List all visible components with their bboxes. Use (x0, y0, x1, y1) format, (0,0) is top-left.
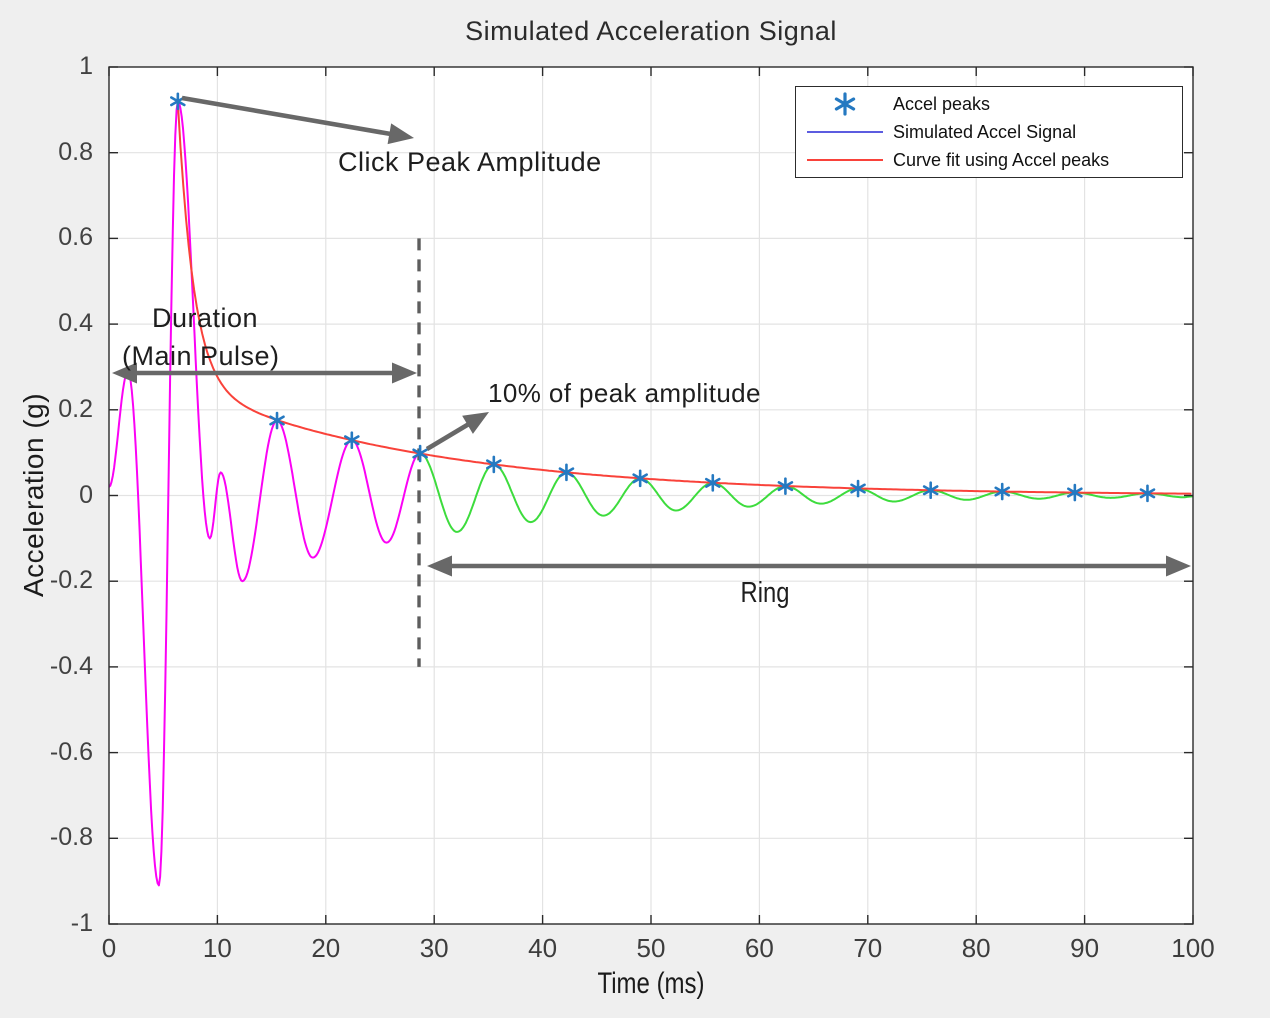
y-tick-label: 0 (79, 480, 93, 509)
x-tick-label: 10 (202, 933, 232, 963)
chart-title: Simulated Acceleration Signal (465, 16, 837, 46)
curve-fit-line-sample (806, 159, 883, 161)
curve-fit-path (176, 101, 1192, 495)
accel-peak-marker[interactable] (1139, 484, 1156, 503)
arrow-ten-percent (425, 412, 489, 451)
annotation-duration-line2: (Main Pulse) (122, 341, 280, 371)
x-tick-label: 60 (744, 933, 774, 963)
annotation-duration-line1: Duration (152, 303, 259, 333)
legend-item-simulated-signal: Simulated Accel Signal (796, 118, 1182, 146)
y-tick-label: -0.6 (49, 737, 93, 766)
x-tick-label: 30 (419, 933, 449, 963)
arrow-ring-span (427, 555, 1191, 577)
legend-label: Curve fit using Accel peaks (893, 149, 1110, 170)
y-tick-label: -0.8 (49, 823, 93, 852)
accel-peak-marker[interactable] (922, 481, 939, 500)
legend-label: Accel peaks (893, 93, 991, 114)
x-tick-label: 80 (961, 933, 991, 963)
simulated-signal-line-sample (806, 131, 883, 133)
annotation-ten-percent: 10% of peak amplitude (488, 378, 761, 408)
legend-item-curve-fit: Curve fit using Accel peaks (796, 146, 1182, 174)
signal-path-ring (419, 452, 1193, 533)
accel-peaks-marker-icon (796, 91, 893, 117)
y-tick-label: 0.2 (58, 394, 93, 423)
axis-ticks (108, 66, 1194, 925)
x-tick-label: 40 (528, 933, 558, 963)
accel-peak-marker[interactable] (777, 477, 794, 495)
y-tick-label: 0.6 (58, 223, 93, 252)
annotation-click-peak-amplitude: Click Peak Amplitude (338, 147, 602, 177)
accel-peak-markers (170, 92, 1156, 503)
accel-peak-marker[interactable] (632, 469, 648, 488)
arrow-click-peak (181, 95, 414, 145)
accel-peak-marker[interactable] (344, 431, 360, 450)
accel-peak-marker[interactable] (558, 463, 575, 482)
x-axis-label: Time (ms) (597, 967, 705, 1000)
x-tick-label: 90 (1070, 933, 1100, 963)
y-tick-label: -0.2 (49, 566, 93, 595)
accel-peak-marker[interactable] (269, 411, 285, 430)
x-tick-label: 0 (101, 933, 117, 963)
y-tick-label: -0.4 (49, 651, 93, 680)
x-tick-label: 20 (311, 933, 341, 963)
accel-peak-marker[interactable] (994, 482, 1011, 501)
legend: Accel peaks Simulated Accel Signal Curve… (795, 86, 1183, 178)
arrow-duration-span (112, 362, 417, 384)
accel-peak-marker[interactable] (850, 479, 866, 498)
y-tick-label: 0.4 (58, 309, 93, 338)
y-tick-label: 0.8 (58, 137, 93, 166)
accel-peak-marker[interactable] (704, 474, 721, 492)
legend-item-accel-peaks: Accel peaks (796, 90, 1182, 118)
x-tick-label: 70 (853, 933, 883, 963)
x-tick-label: 50 (636, 933, 666, 963)
annotation-ring: Ring (740, 577, 790, 609)
accel-peak-marker[interactable] (412, 444, 428, 463)
accel-peak-marker[interactable] (1067, 483, 1083, 502)
legend-label: Simulated Accel Signal (893, 121, 1077, 142)
signal-path-main-pulse (108, 100, 421, 887)
x-tick-label: 100 (1171, 933, 1215, 963)
accel-peak-marker[interactable] (486, 455, 502, 474)
y-tick-label: -1 (70, 909, 93, 937)
y-tick-label: 1 (79, 52, 93, 80)
